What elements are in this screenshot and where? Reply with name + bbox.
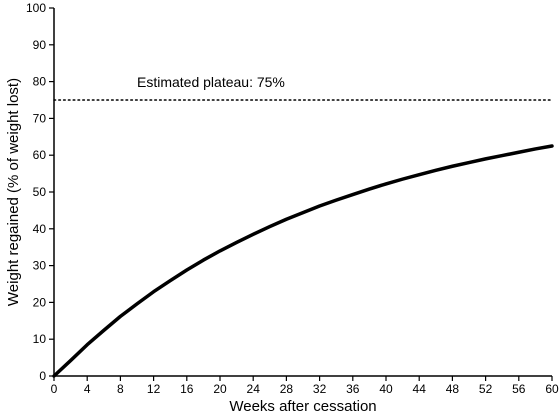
plot-area xyxy=(52,99,554,378)
x-tick-label: 44 xyxy=(413,382,427,396)
x-tick-label: 56 xyxy=(512,382,526,396)
y-tick-label: 80 xyxy=(33,75,47,89)
y-tick-label: 60 xyxy=(33,148,47,162)
x-tick-label: 28 xyxy=(280,382,294,396)
y-tick-label: 70 xyxy=(33,111,47,125)
x-tick-label: 0 xyxy=(51,382,58,396)
x-tick-label: 12 xyxy=(147,382,161,396)
x-tick-label: 16 xyxy=(180,382,194,396)
x-tick-label: 20 xyxy=(213,382,227,396)
x-axis: 0 4 8 12 16 20 24 28 32 36 40 44 48 52 56 60 xyxy=(51,375,559,396)
x-tick-label: 40 xyxy=(379,382,393,396)
y-tick-label: 40 xyxy=(33,222,47,236)
x-tick-label: 24 xyxy=(247,382,261,396)
y-tick-label: 20 xyxy=(33,295,47,309)
y-axis: 0 10 20 30 40 50 60 70 80 90 100 xyxy=(26,1,55,383)
y-tick-label: 0 xyxy=(39,369,46,383)
x-axis-title: Weeks after cessation xyxy=(229,398,376,415)
x-tick-label: 32 xyxy=(313,382,327,396)
plateau-annotation: Estimated plateau: 75% xyxy=(137,74,285,90)
x-tick-label: 36 xyxy=(346,382,360,396)
y-tick-label: 90 xyxy=(33,38,47,52)
x-tick-label: 4 xyxy=(84,382,91,396)
y-tick-label: 100 xyxy=(26,1,46,15)
x-tick-label: 60 xyxy=(545,382,559,396)
x-tick-label: 48 xyxy=(446,382,460,396)
y-tick-label: 50 xyxy=(33,185,47,199)
x-tick-label: 8 xyxy=(117,382,124,396)
weight-regain-curve xyxy=(52,144,554,378)
y-tick-label: 10 xyxy=(33,332,47,346)
y-axis-title: Weight regained (% of weight lost) xyxy=(5,78,22,306)
x-tick-label: 52 xyxy=(479,382,493,396)
y-tick-label: 30 xyxy=(33,259,47,273)
